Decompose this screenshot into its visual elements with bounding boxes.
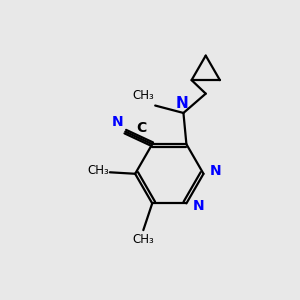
Text: CH₃: CH₃ xyxy=(132,232,154,245)
Text: N: N xyxy=(111,115,123,129)
Text: CH₃: CH₃ xyxy=(87,164,109,177)
Text: C: C xyxy=(136,121,147,135)
Text: N: N xyxy=(193,199,205,213)
Text: CH₃: CH₃ xyxy=(133,89,154,102)
Text: N: N xyxy=(176,97,188,112)
Text: N: N xyxy=(210,164,222,178)
